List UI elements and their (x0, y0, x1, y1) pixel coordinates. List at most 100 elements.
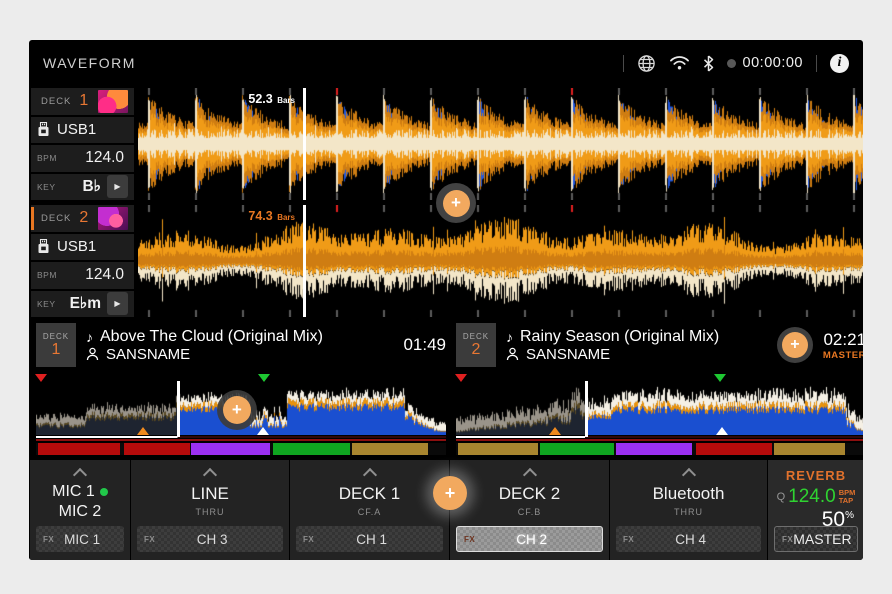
deck2-header: DECK 2 (31, 205, 134, 232)
overview-waveform-deck2[interactable] (454, 374, 863, 457)
page-title: WAVEFORM (43, 55, 136, 71)
bpm-tap-labels[interactable]: BPM TAP (838, 488, 856, 505)
played-progress-line (36, 436, 446, 438)
fx-assign-ch3[interactable]: FX CH 3 (137, 526, 283, 552)
chevron-up-icon[interactable] (202, 467, 218, 483)
key-value: B♭ (82, 178, 101, 196)
strip-label: MIC 2 (58, 503, 102, 520)
fx-assign-master[interactable]: FX MASTER (774, 526, 858, 552)
active-deck-indicator (31, 207, 34, 230)
divider (816, 54, 817, 72)
track-length-line (456, 439, 863, 441)
plus-icon: + (444, 482, 456, 503)
track-length-line (36, 439, 446, 441)
key-label: KEY (37, 181, 56, 192)
mixer-strip-deck1[interactable]: DECK 1 CF.A FX CH 1 (290, 460, 449, 560)
fx-assign-ch4[interactable]: FX CH 4 (616, 526, 761, 552)
info-icon[interactable]: i (830, 53, 849, 73)
status-area: 00:00:00 i (622, 53, 849, 73)
mixer-strip-mic[interactable]: MIC 1 MIC 2 FX MIC 1 (30, 460, 130, 560)
cue-marker-orange (549, 427, 562, 435)
key-expand-button[interactable]: ▶ (107, 292, 128, 316)
phrase-segment (351, 443, 428, 455)
chevron-up-icon[interactable] (362, 467, 377, 483)
album-art (98, 206, 128, 230)
loop-marker (258, 374, 271, 382)
cue-marker-white (715, 427, 728, 435)
fx-channel-label: CH 3 (196, 531, 228, 547)
chevron-up-icon[interactable] (522, 467, 537, 483)
hot-cue-marker (454, 374, 467, 382)
key-label: KEY (37, 298, 56, 309)
fx-name: REVERB (785, 468, 847, 483)
fx-tag: FX (144, 534, 156, 544)
track-title: Above The Cloud (Original Mix) (100, 327, 323, 345)
phrase-bar (36, 443, 446, 455)
strip-label: DECK 1 (338, 484, 401, 503)
deck2-key-row: KEY E♭m ▶ (31, 290, 134, 317)
mixer-add-button[interactable]: + (433, 476, 467, 510)
usb-icon (38, 122, 49, 137)
strip-label: Bluetooth (652, 484, 725, 503)
fx-assign-ch1[interactable]: FX CH 1 (296, 526, 443, 552)
deck-number: 2 (79, 209, 89, 227)
usb-icon (38, 239, 49, 254)
quantize-label: Q (776, 491, 786, 503)
track-artist: SANSNAME (106, 345, 191, 363)
overview-playhead (177, 381, 180, 437)
deck1-bpm-row: BPM 124.0 (31, 145, 134, 172)
track-panel-deck1[interactable]: DECK 1 ♪ Above The Cloud (Original Mix) S… (34, 322, 446, 457)
mixer-strip-bluetooth[interactable]: Bluetooth THRU FX CH 4 (610, 460, 767, 560)
fx-channel-label: CH 4 (675, 531, 706, 547)
chevron-up-icon[interactable] (681, 467, 696, 483)
phrase-segment (190, 443, 270, 455)
deck2-source-row[interactable]: USB1 (31, 233, 134, 260)
track-info: DECK 1 ♪ Above The Cloud (Original Mix) S… (36, 322, 446, 368)
track-panel-deck2[interactable]: DECK 2 ♪ Rainy Season (Original Mix) SANS… (454, 322, 863, 457)
strip-sublabel: THRU (674, 507, 703, 517)
strip-label: LINE (191, 484, 229, 503)
phrase-segment (38, 443, 121, 455)
deck2-bpm-row: BPM 124.0 (31, 262, 134, 289)
phrase-segment (458, 443, 538, 455)
played-progress-line (456, 436, 863, 438)
strip-label: DECK 2 (498, 484, 561, 503)
hot-cue-marker (34, 374, 47, 382)
mic-on-indicator (99, 488, 108, 496)
fx-assign-mic1[interactable]: FX MIC 1 (36, 526, 124, 552)
deck1-waveform[interactable]: 52.3 Bars (138, 88, 863, 200)
track-add-button[interactable]: + (776, 327, 813, 363)
mixer-strip-line[interactable]: LINE THRU FX CH 3 (131, 460, 289, 560)
phrase-segment (124, 443, 190, 455)
deck1-info-panel: DECK 1 USB1 BPM 124.0 KEY B♭ ▶ (31, 88, 134, 200)
chevron-up-icon[interactable] (72, 467, 88, 483)
fx-assign-ch2[interactable]: FX CH 2 (456, 526, 603, 552)
fx-tag: FX (303, 534, 315, 544)
deck1-source-row[interactable]: USB1 (31, 116, 134, 143)
overview-waveform-deck1[interactable]: + (34, 374, 446, 457)
track-info: DECK 2 ♪ Rainy Season (Original Mix) SANS… (456, 322, 863, 368)
deck1-bars-label: 52.3 Bars (248, 92, 295, 106)
touchscreen: WAVEFORM 00:00:00 i DECK 1 USB1 (29, 40, 863, 560)
deck1-playhead (303, 88, 306, 200)
bpm-value: 124.0 (85, 149, 124, 167)
strip-sublabel: CF.B (517, 507, 542, 517)
fx-channel-label: CH 2 (516, 531, 547, 547)
record-indicator-dot (726, 58, 736, 68)
fx-panel[interactable]: REVERB Q 124.0 BPM TAP 50% FX MASTER (768, 460, 863, 560)
overview-add-button[interactable]: + (216, 390, 257, 430)
play-triangle-icon: ▶ (114, 182, 121, 192)
track-title: Rainy Season (Original Mix) (520, 327, 720, 345)
mixer-strip-deck2[interactable]: DECK 2 CF.B FX CH 2 (450, 460, 609, 560)
track-artist: SANSNAME (526, 345, 611, 363)
strip-sublabel: THRU (195, 507, 225, 517)
waveform-add-button[interactable]: + (436, 183, 476, 223)
deck-number: 1 (79, 92, 89, 110)
deck2-waveform[interactable]: 74.3 Bars (138, 205, 863, 317)
phrase-segment (615, 443, 692, 455)
time-block: 01:49 (403, 335, 446, 355)
cue-marker-white (256, 427, 269, 435)
key-expand-button[interactable]: ▶ (107, 175, 128, 199)
artist-icon (86, 347, 99, 361)
fx-tag: FX (782, 534, 794, 544)
